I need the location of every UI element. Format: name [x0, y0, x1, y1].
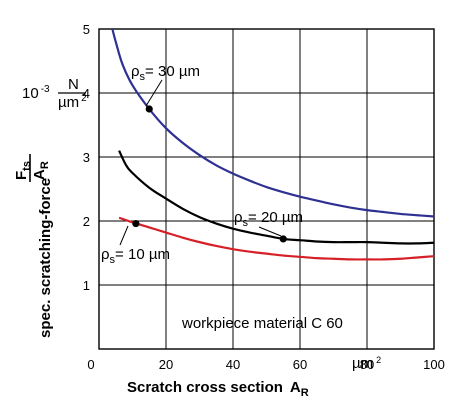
y-tick-label: 5	[83, 22, 90, 37]
workpiece-annotation: workpiece material C 60	[181, 315, 343, 332]
y-unit: 10 -3 N µm 2	[22, 76, 87, 111]
x-tick-label: 40	[226, 357, 240, 372]
series-label-10um: ρs= 10 µm	[101, 246, 170, 266]
y-tick-label: 4	[83, 86, 90, 101]
x-tick-label: 80	[360, 357, 374, 372]
series-label-30um: ρs= 30 µm	[131, 63, 200, 83]
series-marker-1	[279, 235, 287, 243]
x-unit-label: µm 2	[352, 355, 381, 372]
x-tick-labels: 0 20 40 60 80 100	[87, 357, 444, 372]
y-tick-label: 3	[83, 150, 90, 165]
y-fraction-numerator: Fts	[13, 161, 33, 180]
leader-line-10um	[119, 225, 129, 246]
series-line-0	[111, 28, 435, 218]
series-layer	[111, 28, 435, 261]
series-label-20um: ρs= 20 µm	[234, 209, 303, 229]
x-tick-label: 20	[159, 357, 173, 372]
y-tick-label: 1	[83, 278, 90, 293]
series-line-2	[118, 216, 435, 261]
y-fraction-denominator: AR	[31, 161, 51, 180]
series-marker-2	[132, 219, 140, 228]
series-line-1	[118, 150, 435, 245]
y-axis-title: spec. scratching-force	[37, 178, 54, 338]
leader-line-20um	[258, 226, 282, 237]
leader-line-30um	[145, 79, 163, 107]
x-tick-label: 0	[87, 357, 94, 372]
x-tick-label: 100	[423, 357, 445, 372]
y-unit-prefix: 10 -3	[22, 84, 50, 102]
y-tick-label: 2	[83, 214, 90, 229]
y-unit-denominator: µm 2	[58, 93, 87, 111]
x-tick-label: 60	[293, 357, 307, 372]
y-axis-fraction: Fts AR	[13, 154, 51, 182]
plot-frame	[98, 28, 435, 350]
x-axis-title: Scratch cross section AR	[127, 379, 309, 399]
grid-lines	[99, 29, 434, 349]
y-unit-numerator: N	[68, 76, 79, 93]
y-tick-labels: 1 2 3 4 5	[83, 22, 90, 293]
series-marker-0	[145, 105, 153, 113]
